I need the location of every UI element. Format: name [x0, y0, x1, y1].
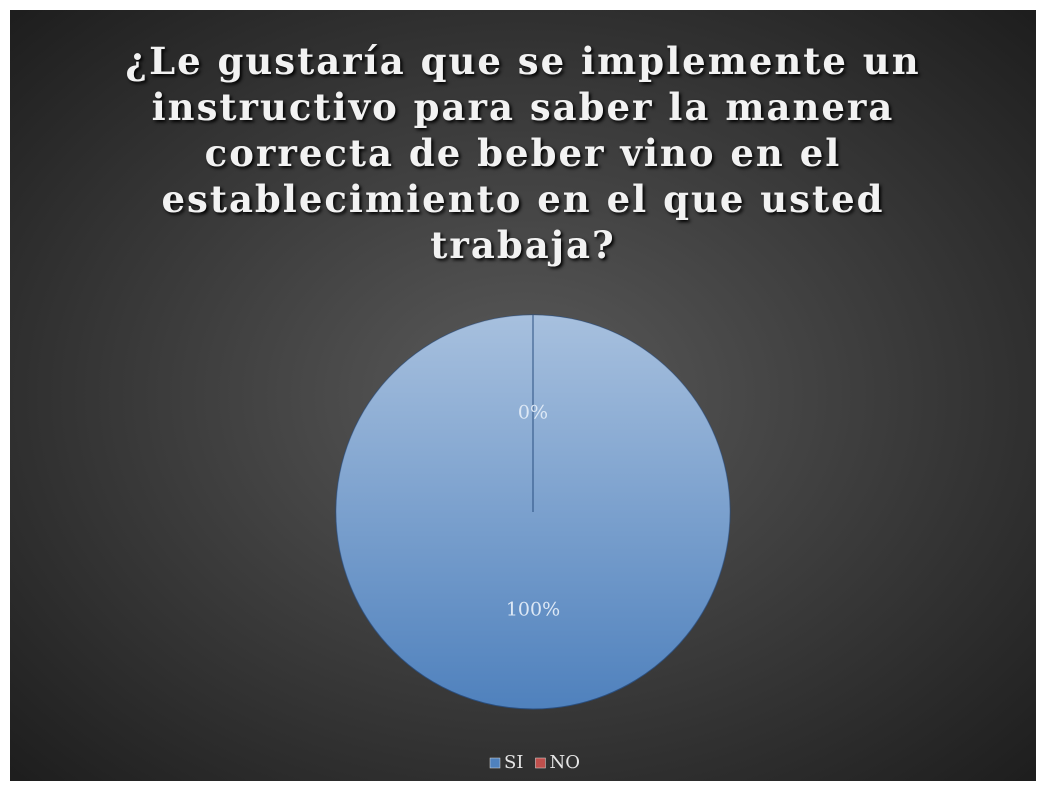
legend-label: NO [549, 752, 580, 773]
legend-swatch [489, 757, 501, 769]
data-label: 0% [518, 402, 548, 424]
legend-swatch [535, 757, 546, 769]
chart-title: ¿Le gustaría que se implemente un instru… [125, 39, 921, 267]
data-label: 100% [506, 599, 560, 621]
legend-label: SI [504, 752, 523, 773]
